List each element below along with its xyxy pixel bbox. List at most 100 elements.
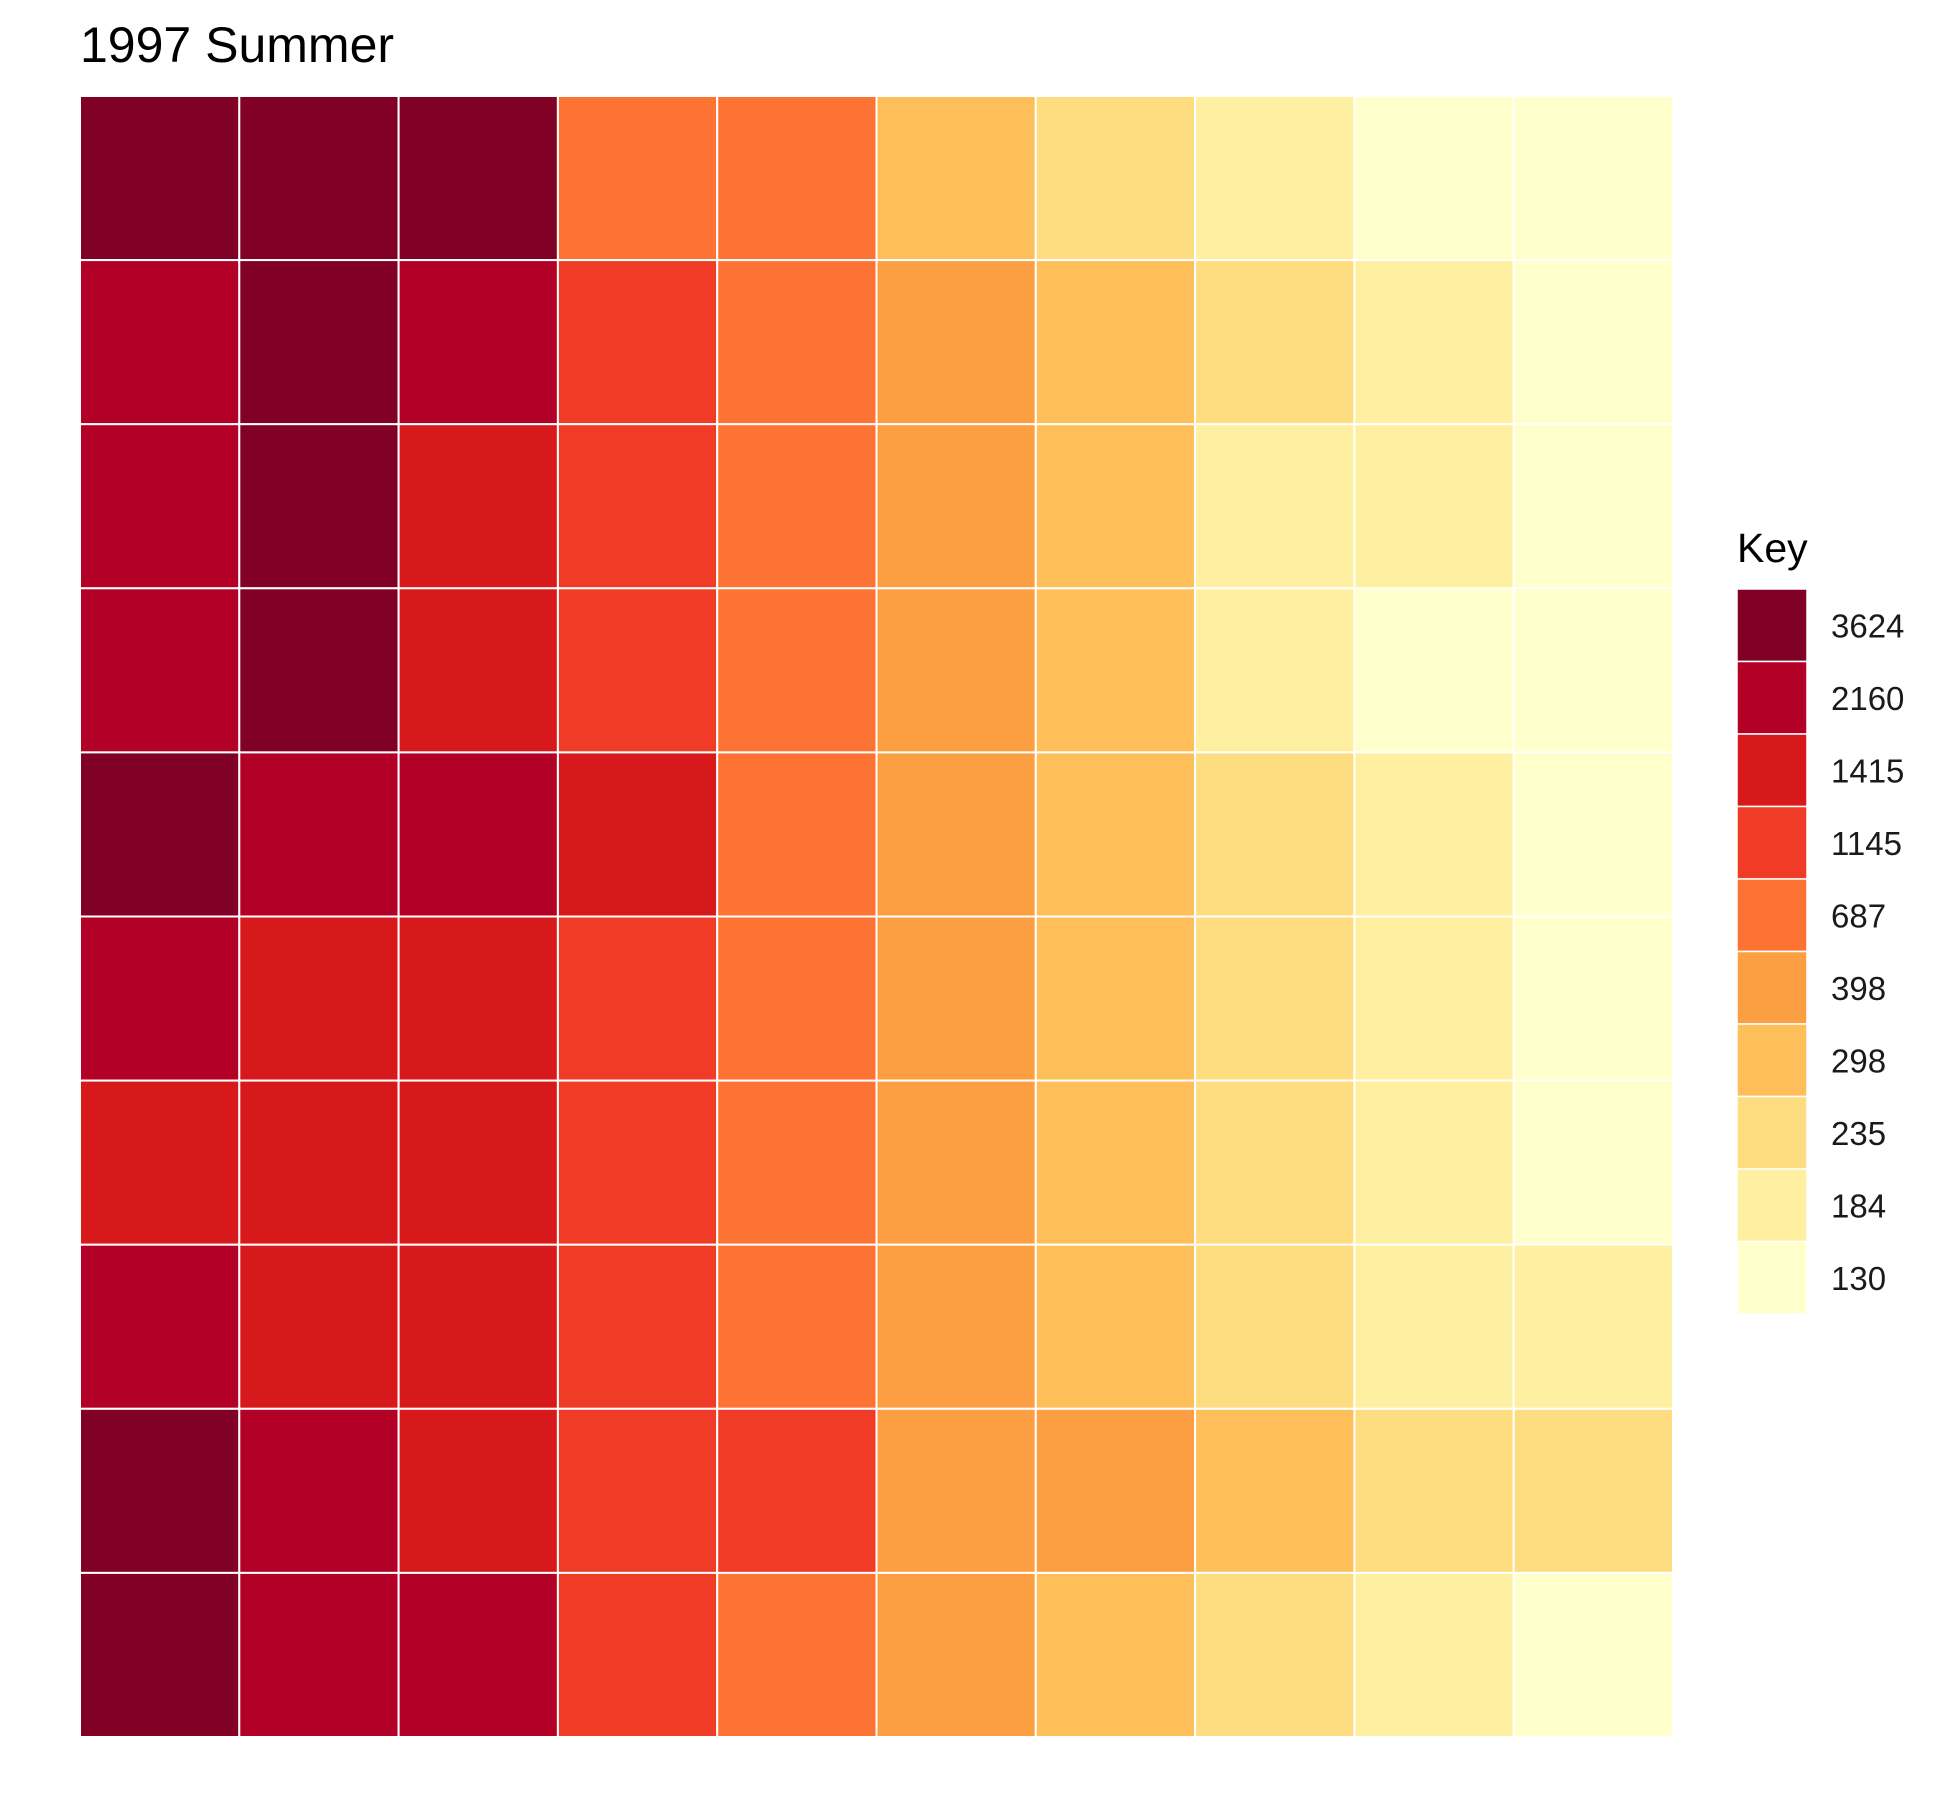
legend-label: 130 bbox=[1831, 1260, 1886, 1297]
heatmap-cell bbox=[1195, 96, 1354, 260]
legend-label: 184 bbox=[1831, 1187, 1886, 1224]
heatmap-cell bbox=[399, 917, 558, 1081]
heatmap-cell bbox=[239, 260, 398, 424]
heatmap-cell bbox=[558, 1573, 717, 1737]
heatmap-cell bbox=[1514, 424, 1673, 588]
heatmap-cell bbox=[1195, 1573, 1354, 1737]
heatmap-cell bbox=[1036, 1573, 1195, 1737]
heatmap-cell bbox=[80, 917, 239, 1081]
heatmap-cell bbox=[80, 588, 239, 752]
heatmap-cell bbox=[877, 260, 1036, 424]
heatmap-cell bbox=[1514, 588, 1673, 752]
heatmap-cell bbox=[717, 260, 876, 424]
legend-swatch bbox=[1737, 879, 1807, 952]
heatmap-cell bbox=[80, 1409, 239, 1573]
heatmap-cell bbox=[1036, 260, 1195, 424]
heatmap-cell bbox=[877, 752, 1036, 916]
heatmap-cell bbox=[558, 917, 717, 1081]
heatmap-cell bbox=[239, 1409, 398, 1573]
heatmap-cell bbox=[717, 752, 876, 916]
heatmap-cell bbox=[1514, 917, 1673, 1081]
heatmap-cell bbox=[558, 1081, 717, 1245]
heatmap-cell bbox=[1354, 424, 1513, 588]
heatmap-cell bbox=[239, 424, 398, 588]
heatmap-cell bbox=[877, 917, 1036, 1081]
heatmap-cell bbox=[399, 588, 558, 752]
heatmap-cell bbox=[399, 424, 558, 588]
heatmap-cell bbox=[1354, 1081, 1513, 1245]
heatmap-cell bbox=[1514, 1245, 1673, 1409]
heatmap-cell bbox=[877, 1245, 1036, 1409]
heatmap-cell bbox=[1036, 96, 1195, 260]
heatmap-cell bbox=[717, 1081, 876, 1245]
legend-swatch bbox=[1737, 1097, 1807, 1170]
heatmap-cell bbox=[399, 1409, 558, 1573]
heatmap-cell bbox=[877, 588, 1036, 752]
heatmap-cell bbox=[1514, 1409, 1673, 1573]
heatmap-cell bbox=[1195, 1409, 1354, 1573]
heatmap-cell bbox=[1036, 1081, 1195, 1245]
heatmap-grid bbox=[80, 96, 1673, 1737]
heatmap-cell bbox=[239, 96, 398, 260]
heatmap-cell bbox=[558, 752, 717, 916]
legend-label: 1415 bbox=[1831, 752, 1904, 789]
heatmap-cell bbox=[558, 588, 717, 752]
legend-label: 235 bbox=[1831, 1115, 1886, 1152]
heatmap-cell bbox=[399, 752, 558, 916]
heatmap-cell bbox=[1354, 96, 1513, 260]
legend: 3624 2160 1415 1145 687 398 298 235 184 130 bbox=[1737, 589, 1904, 1314]
legend-swatch bbox=[1737, 734, 1807, 807]
heatmap-cell bbox=[399, 260, 558, 424]
heatmap-cell bbox=[558, 260, 717, 424]
heatmap-cell bbox=[80, 752, 239, 916]
heatmap-cell bbox=[1036, 752, 1195, 916]
heatmap-cell bbox=[558, 424, 717, 588]
chart-title: 1997 Summer bbox=[80, 17, 394, 73]
heatmap-cell bbox=[717, 1409, 876, 1573]
legend-title: Key bbox=[1737, 525, 1808, 571]
heatmap-cell bbox=[717, 424, 876, 588]
legend-swatch bbox=[1737, 1169, 1807, 1242]
legend-label: 298 bbox=[1831, 1042, 1886, 1079]
heatmap-cell bbox=[717, 1245, 876, 1409]
heatmap-cell bbox=[877, 1409, 1036, 1573]
heatmap-cell bbox=[1195, 917, 1354, 1081]
heatmap-cell bbox=[239, 752, 398, 916]
heatmap-cell bbox=[1354, 917, 1513, 1081]
heatmap-cell bbox=[80, 1573, 239, 1737]
heatmap-cell bbox=[558, 1245, 717, 1409]
heatmap-cell bbox=[877, 96, 1036, 260]
heatmap-cell bbox=[877, 1573, 1036, 1737]
legend-swatch bbox=[1737, 662, 1807, 735]
heatmap-cell bbox=[1354, 260, 1513, 424]
heatmap-cell bbox=[1036, 1245, 1195, 1409]
heatmap-cell bbox=[717, 1573, 876, 1737]
legend-swatch bbox=[1737, 1024, 1807, 1097]
heatmap-cell bbox=[558, 1409, 717, 1573]
legend-label: 398 bbox=[1831, 970, 1886, 1007]
heatmap-cell bbox=[1514, 1081, 1673, 1245]
heatmap-cell bbox=[1036, 424, 1195, 588]
heatmap-cell bbox=[1354, 1409, 1513, 1573]
heatmap-cell bbox=[239, 1245, 398, 1409]
heatmap-cell bbox=[1036, 917, 1195, 1081]
heatmap-cell bbox=[1354, 1245, 1513, 1409]
heatmap-cell bbox=[1514, 752, 1673, 916]
legend-swatch bbox=[1737, 807, 1807, 880]
heatmap-cell bbox=[1036, 1409, 1195, 1573]
legend-swatch bbox=[1737, 1242, 1807, 1315]
heatmap-cell bbox=[399, 96, 558, 260]
heatmap-cell bbox=[877, 424, 1036, 588]
heatmap-cell bbox=[558, 96, 717, 260]
heatmap-cell bbox=[239, 1573, 398, 1737]
legend-swatch bbox=[1737, 952, 1807, 1025]
heatmap-cell bbox=[239, 588, 398, 752]
heatmap-cell bbox=[1195, 1245, 1354, 1409]
heatmap-cell bbox=[1354, 1573, 1513, 1737]
heatmap-cell bbox=[1036, 588, 1195, 752]
heatmap-cell bbox=[1354, 752, 1513, 916]
legend-label: 3624 bbox=[1831, 607, 1904, 644]
heatmap-cell bbox=[1195, 424, 1354, 588]
heatmap-cell bbox=[80, 260, 239, 424]
